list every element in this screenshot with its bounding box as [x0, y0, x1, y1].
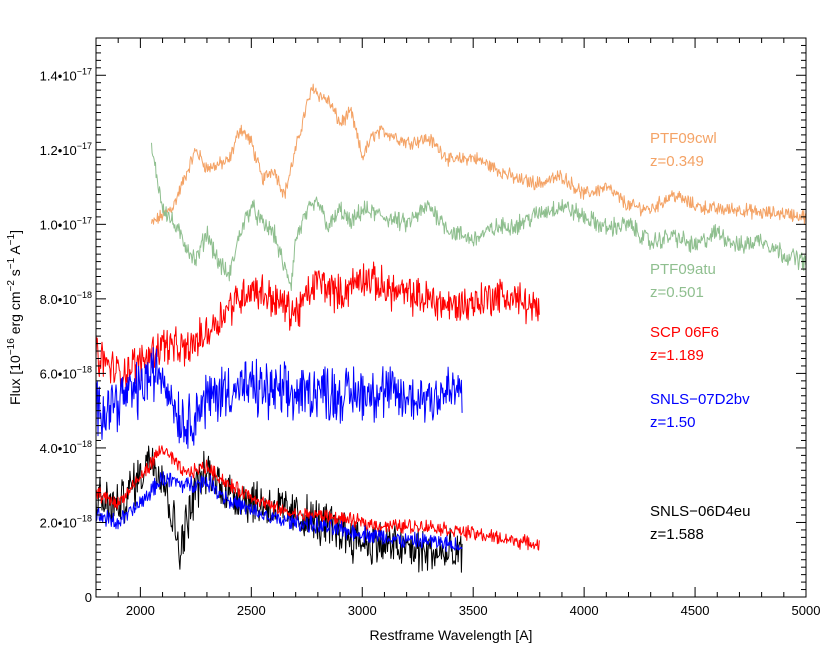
series-redshift-label: z=0.501 [650, 284, 704, 301]
series-redshift-label: z=1.50 [650, 414, 695, 431]
series-line-0 [151, 83, 807, 225]
series-name-label: PTF09cwl [650, 130, 717, 147]
series-line-5 [95, 445, 540, 551]
ylabel-part: A [7, 245, 23, 258]
y-tick-label: 4.0•10−18 [40, 439, 92, 456]
y-tick-label: 0 [85, 590, 92, 605]
x-tick-label: 2000 [126, 603, 155, 618]
x-tick-label: 5000 [792, 603, 821, 618]
ylabel-part: erg cm [7, 292, 23, 339]
x-tick-labels: 2000 2500 3000 3500 4000 4500 5000 [126, 603, 821, 618]
series-layer [95, 83, 807, 573]
x-tick-label: 2500 [237, 603, 266, 618]
y-tick-labels: 0 2.0•10−18 4.0•10−18 6.0•10−18 8.0•10−18 1.0… [40, 66, 92, 605]
series-name-label: SNLS−06D4eu [650, 503, 751, 520]
tick-layer [95, 37, 807, 598]
series-line-6 [95, 471, 463, 552]
series-redshift-label: z=0.349 [650, 153, 704, 170]
ylabel-sup: − [6, 349, 17, 355]
y-tick-label: 6.0•10−18 [40, 364, 92, 381]
series-line-2 [95, 261, 540, 388]
series-labels: PTF09cwl z=0.349 PTF09atu z=0.501 SCP 06F6 z=… [650, 130, 751, 543]
ylabel-part: Flux [10 [7, 355, 23, 405]
ylabel-part: ] [7, 230, 23, 234]
y-tick-label: 1.2•10−17 [40, 141, 92, 158]
x-tick-label: 4500 [681, 603, 710, 618]
y-tick-label: 1.0•10−17 [40, 215, 92, 232]
series-redshift-label: z=1.588 [650, 526, 704, 543]
y-tick-label: 8.0•10−18 [40, 290, 92, 307]
y-tick-label: 1.4•10−17 [40, 66, 92, 83]
ylabel-sup: −1 [6, 257, 17, 269]
x-tick-label: 4000 [570, 603, 599, 618]
series-name-label: SCP 06F6 [650, 324, 719, 341]
series-line-1 [151, 142, 807, 291]
x-tick-label: 3000 [348, 603, 377, 618]
x-tick-label: 3500 [459, 603, 488, 618]
series-name-label: SNLS−07D2bv [650, 391, 750, 408]
y-axis-label: Flux [10−16 erg cm−2 s−1 A−1] [6, 230, 23, 405]
series-line-3 [95, 347, 463, 449]
ylabel-sup: 16 [6, 338, 17, 350]
ylabel-sup: −2 [6, 280, 17, 292]
series-name-label: PTF09atu [650, 261, 716, 278]
series-redshift-label: z=1.189 [650, 347, 704, 364]
ylabel-sup: −1 [6, 233, 17, 245]
x-axis-label: Restframe Wavelength [A] [370, 627, 533, 643]
y-tick-label: 2.0•10−18 [40, 513, 92, 530]
ylabel-part: s [7, 269, 23, 280]
